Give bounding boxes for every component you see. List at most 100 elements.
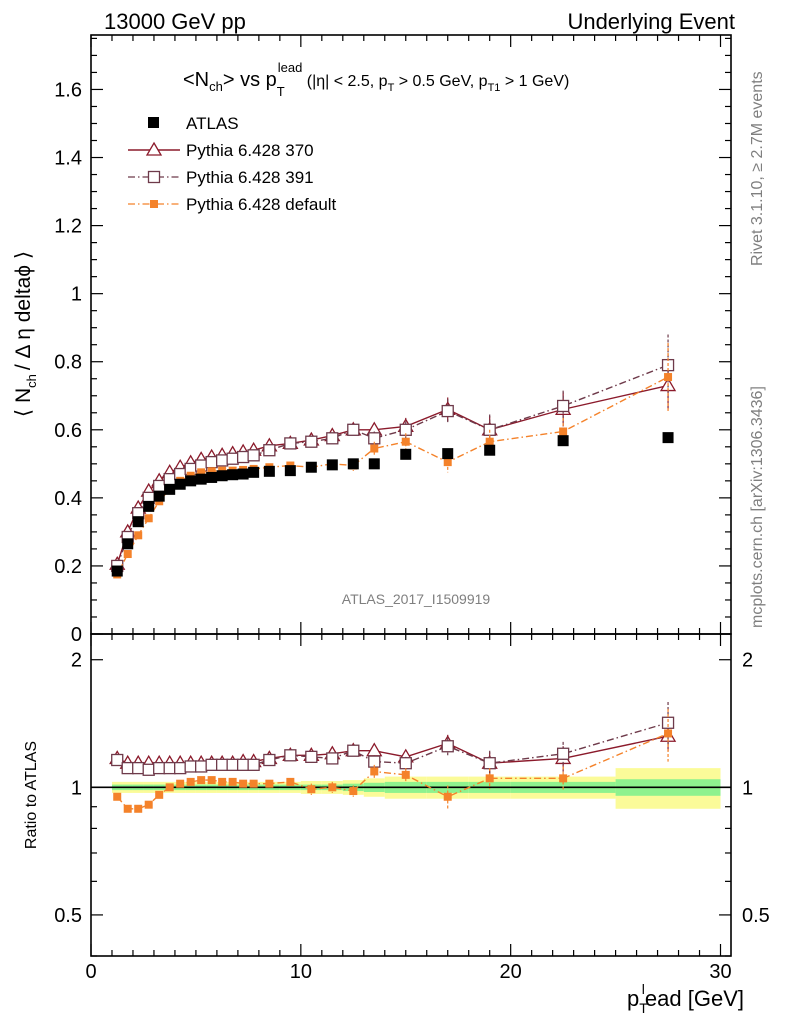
data-point bbox=[163, 472, 176, 486]
data-point bbox=[226, 758, 239, 771]
data-point bbox=[195, 760, 208, 773]
legend-entry-pdef: Pythia 6.428 default bbox=[128, 195, 337, 214]
data-point bbox=[184, 760, 197, 773]
data-point bbox=[111, 565, 123, 577]
data-point bbox=[442, 448, 454, 460]
ratio-y-tick-label-right: 0.5 bbox=[742, 905, 770, 927]
ratio-uncertainty-band bbox=[111, 768, 721, 809]
data-point bbox=[134, 804, 143, 813]
data-point bbox=[401, 770, 410, 779]
data-point bbox=[247, 449, 260, 462]
data-point bbox=[347, 458, 359, 470]
data-point bbox=[164, 483, 176, 495]
series-atlas bbox=[111, 432, 674, 577]
data-point bbox=[197, 776, 206, 785]
data-point bbox=[265, 779, 274, 788]
ratio-series-layer bbox=[109, 701, 677, 813]
data-point bbox=[195, 473, 207, 485]
data-point bbox=[132, 516, 144, 528]
x-tick-label: 30 bbox=[709, 961, 731, 983]
data-point bbox=[163, 761, 176, 775]
data-point bbox=[165, 783, 174, 792]
ratio-panel: 0.5 0.51 12 20 10 20 30 bbox=[54, 633, 770, 983]
data-point bbox=[205, 758, 218, 771]
data-point bbox=[326, 752, 339, 765]
data-point bbox=[143, 500, 155, 512]
data-point bbox=[237, 468, 249, 480]
data-point bbox=[155, 790, 164, 799]
legend-marker-pdef bbox=[150, 200, 158, 208]
data-point bbox=[326, 432, 339, 445]
data-point bbox=[174, 478, 186, 490]
data-point bbox=[113, 792, 122, 801]
data-point bbox=[366, 742, 383, 757]
data-point bbox=[153, 479, 166, 493]
legend-marker-p391 bbox=[147, 170, 161, 184]
legend-entry-p370: Pythia 6.428 370 bbox=[128, 141, 314, 160]
data-point bbox=[263, 444, 276, 457]
series-pythia-6-428-391 bbox=[111, 701, 675, 777]
data-point bbox=[176, 779, 185, 788]
data-point bbox=[441, 740, 454, 753]
ratio-axis-ticks: 0.5 0.51 12 20 10 20 30 bbox=[54, 634, 770, 983]
data-point bbox=[186, 777, 195, 786]
ratio-y-tick-label: 2 bbox=[71, 650, 82, 672]
data-point bbox=[185, 475, 197, 487]
ratio-y-tick-label-right: 1 bbox=[742, 777, 753, 799]
legend-marker-atlas bbox=[148, 117, 159, 128]
data-point bbox=[153, 761, 166, 775]
data-point bbox=[305, 461, 317, 473]
xlabel: pTlead [GeV] bbox=[627, 981, 744, 1016]
y-tick-label: 1.2 bbox=[54, 216, 82, 238]
data-point bbox=[559, 427, 568, 436]
data-point bbox=[248, 466, 260, 478]
data-point bbox=[218, 777, 227, 786]
ratio-y-tick-label-right: 2 bbox=[742, 650, 753, 672]
data-point bbox=[328, 783, 337, 792]
data-point bbox=[400, 448, 412, 460]
rivet-label: Rivet 3.1.10, ≥ 2.7M events bbox=[749, 71, 766, 266]
ratio-ylabel: Ratio to ATLAS bbox=[23, 741, 40, 849]
data-point bbox=[284, 749, 297, 762]
data-point bbox=[207, 467, 216, 476]
data-point bbox=[122, 538, 134, 550]
main-series-layer bbox=[109, 334, 677, 579]
data-point bbox=[284, 465, 296, 477]
data-point bbox=[443, 792, 452, 801]
header-right: Underlying Event bbox=[567, 9, 735, 34]
data-point bbox=[121, 761, 134, 775]
data-point bbox=[661, 716, 675, 729]
y-tick-label: 0.4 bbox=[54, 488, 82, 510]
data-point bbox=[205, 455, 218, 469]
ratio-y-tick-label: 0.5 bbox=[54, 905, 82, 927]
series-pythia-6-428-default bbox=[113, 709, 673, 813]
data-point bbox=[206, 471, 218, 483]
data-point bbox=[559, 774, 568, 783]
y-tick-label: 1 bbox=[71, 284, 82, 306]
legend-label-pdef: Pythia 6.428 default bbox=[186, 195, 337, 214]
data-point bbox=[441, 404, 454, 418]
analysis-watermark: ATLAS_2017_I1509919 bbox=[342, 591, 491, 607]
series-pythia-6-428-391 bbox=[111, 334, 675, 573]
data-point bbox=[215, 758, 229, 771]
data-point bbox=[307, 785, 316, 794]
data-point bbox=[347, 744, 360, 757]
data-point bbox=[239, 779, 248, 788]
data-point bbox=[216, 470, 228, 482]
data-point bbox=[401, 437, 410, 446]
legend-label-p370: Pythia 6.428 370 bbox=[186, 141, 314, 160]
x-tick-label: 10 bbox=[290, 961, 312, 983]
legend: ATLAS Pythia 6.428 370 Pythia 6.428 391 … bbox=[128, 114, 337, 214]
header-left: 13000 GeV pp bbox=[104, 9, 246, 34]
data-point bbox=[368, 458, 380, 470]
data-point bbox=[284, 437, 297, 450]
data-point bbox=[236, 758, 250, 771]
data-point bbox=[236, 450, 250, 464]
data-point bbox=[370, 767, 379, 776]
data-point bbox=[142, 763, 155, 776]
data-point bbox=[132, 761, 145, 775]
data-point bbox=[144, 514, 153, 523]
data-point bbox=[227, 469, 239, 481]
legend-marker-p370 bbox=[145, 141, 163, 156]
